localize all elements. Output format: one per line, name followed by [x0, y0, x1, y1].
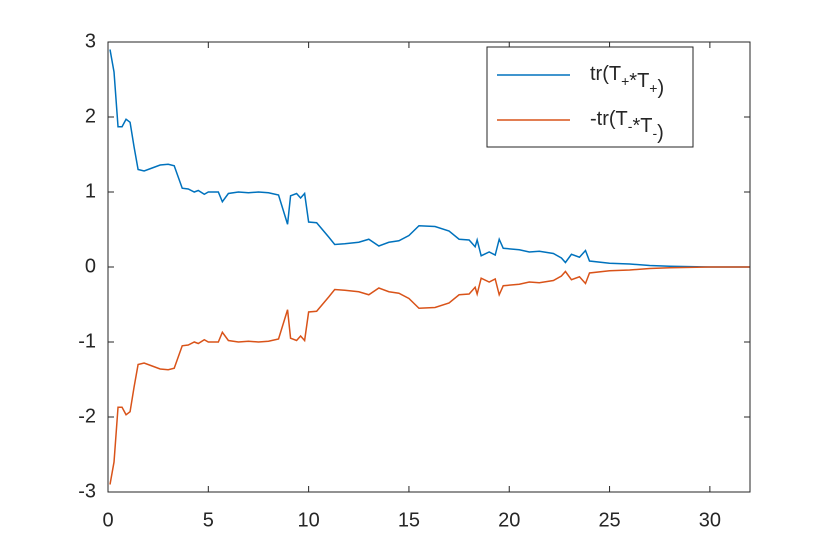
x-tick-label: 0	[102, 509, 113, 531]
legend-label: -tr(T-*T-)	[590, 108, 664, 144]
y-tick-label: 3	[85, 30, 96, 52]
legend-box	[486, 46, 694, 148]
y-tick-label: -1	[78, 330, 96, 352]
axes-box	[107, 41, 751, 493]
x-tick-label: 20	[498, 509, 520, 531]
x-tick-label: 10	[298, 509, 320, 531]
line	[109, 49, 750, 268]
line	[109, 266, 750, 485]
x-tick-label: 5	[203, 509, 214, 531]
y-tick-label: -2	[78, 405, 96, 427]
x-tick-label: 25	[598, 509, 620, 531]
y-tick-label: -3	[78, 480, 96, 502]
legend-label: tr(T+*T+)	[590, 63, 664, 99]
y-tick-label: 1	[85, 180, 96, 202]
x-tick-label: 15	[398, 509, 420, 531]
y-tick-label: 2	[85, 105, 96, 127]
y-tick-label: 0	[85, 255, 96, 277]
x-tick-label: 30	[699, 509, 721, 531]
